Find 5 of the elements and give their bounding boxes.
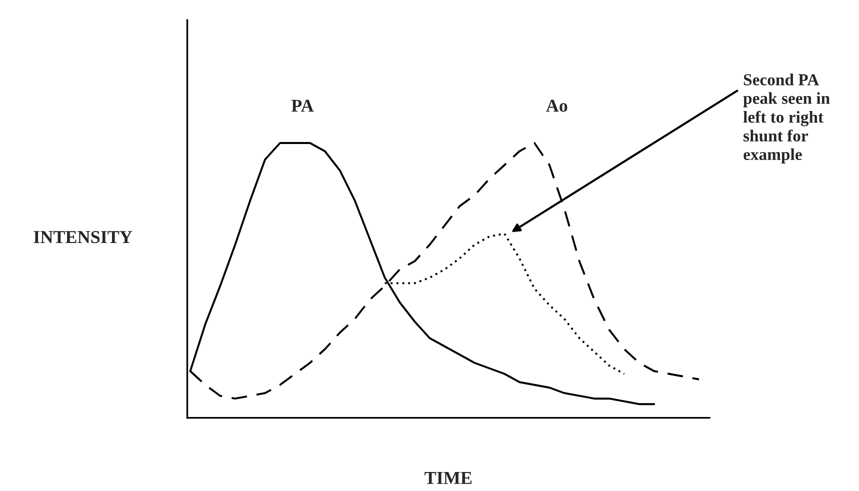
text: Second PA peak seen in left to right shunt for example — [743, 74, 830, 164]
y-axis-title: INTENSITY — [34, 231, 132, 244]
series-label: Ao — [546, 100, 568, 112]
x-axis-title: TIME — [424, 472, 472, 484]
series-label: PA — [291, 100, 314, 112]
